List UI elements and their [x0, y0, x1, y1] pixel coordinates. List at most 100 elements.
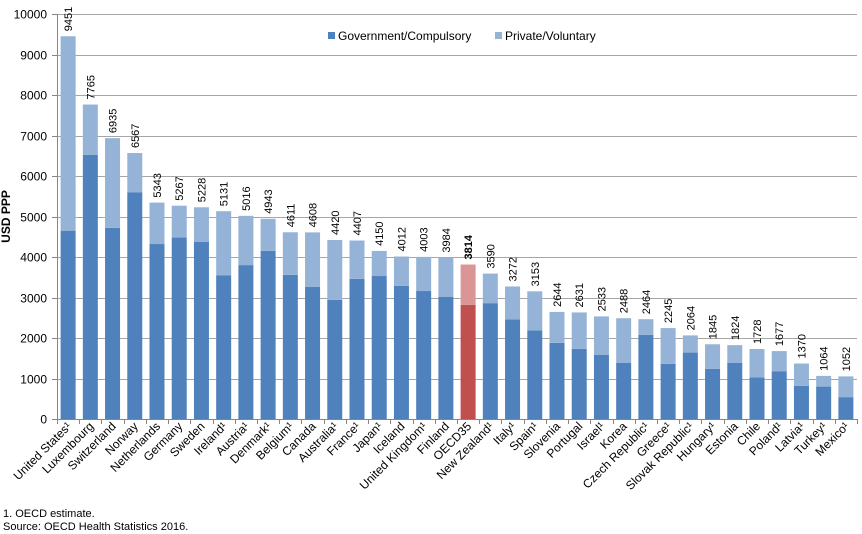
bars — [60, 36, 854, 419]
bar-total-label: 1845 — [708, 315, 720, 339]
footnote-source: Source: OECD Health Statistics 2016. — [3, 521, 189, 533]
bar-total-label: 2631 — [574, 283, 586, 307]
bar-government — [371, 276, 387, 419]
bar-private — [260, 218, 276, 251]
y-tick-label: 4000 — [20, 251, 47, 265]
bar-private — [682, 335, 698, 353]
bar-private — [705, 344, 721, 369]
bar-government — [105, 227, 121, 419]
y-tick-label: 0 — [40, 413, 47, 427]
bar-government — [238, 265, 254, 419]
bar-government — [349, 278, 365, 419]
bar-private — [305, 232, 321, 287]
bar-government — [282, 274, 298, 419]
bar-private — [482, 273, 498, 304]
y-tick-label: 3000 — [20, 292, 47, 306]
bar-total-label: 2533 — [596, 287, 608, 311]
bar-government — [749, 377, 765, 419]
legend: Government/Compulsory Private/Voluntary — [328, 29, 596, 43]
bar-government — [682, 352, 698, 419]
bar-private — [638, 319, 654, 335]
bar-government — [149, 244, 165, 419]
bar-private — [438, 257, 454, 297]
bar-total-label: 3814 — [463, 234, 475, 259]
bar-total-label: 1677 — [774, 322, 786, 346]
bar-private — [771, 351, 787, 372]
y-tick-label: 9000 — [20, 49, 47, 63]
bar-private — [282, 232, 298, 275]
bar-private — [660, 328, 676, 364]
bar-government — [571, 348, 587, 419]
legend-label: Government/Compulsory — [338, 29, 471, 43]
bar-private — [749, 349, 765, 378]
bar-private — [838, 376, 854, 398]
bar-total-label: 2488 — [619, 289, 631, 313]
y-tick-label: 8000 — [20, 89, 47, 103]
bar-private — [549, 311, 565, 343]
bar-private — [60, 36, 76, 231]
bar-private — [416, 256, 432, 292]
bar-total-label: 5016 — [241, 186, 253, 210]
bar-government — [505, 319, 521, 419]
bar-government — [660, 363, 676, 419]
bar-total-label: 2064 — [685, 306, 697, 330]
bar-private — [82, 104, 98, 155]
bar-government — [705, 368, 721, 419]
bar-total-label: 9451 — [63, 7, 75, 31]
bar-government — [127, 192, 143, 419]
bar-total-label: 5228 — [196, 178, 208, 202]
bar-private — [816, 375, 832, 387]
bar-government — [482, 303, 498, 419]
axes — [52, 14, 858, 424]
bar-private — [127, 153, 143, 193]
bar-total-label: 1728 — [752, 320, 764, 344]
bar-private — [793, 363, 809, 386]
bar-private — [349, 240, 365, 279]
bar-total-label: 1370 — [796, 334, 808, 358]
bar-total-label: 4608 — [308, 203, 320, 227]
bar-private — [327, 239, 343, 300]
bar-total-label: 7765 — [85, 75, 97, 99]
bar-private — [238, 215, 254, 266]
y-tick-label: 6000 — [20, 170, 47, 184]
bar-total-label: 4611 — [285, 204, 297, 228]
bar-government — [771, 371, 787, 419]
bar-total-label: 2245 — [663, 299, 675, 323]
bar-total-label: 4420 — [330, 211, 342, 235]
bar-total-label: 4003 — [419, 227, 431, 251]
bar-total-label: 3984 — [441, 228, 453, 252]
bar-government — [216, 275, 232, 419]
footnote-estimate: 1. OECD estimate. — [3, 508, 95, 520]
bar-government — [327, 299, 343, 419]
bar-private — [527, 291, 543, 331]
bar-government — [727, 362, 743, 419]
y-tick-label: 5000 — [20, 211, 47, 225]
bar-total-label: 3153 — [530, 262, 542, 286]
bar-total-label: 5267 — [174, 176, 186, 200]
bar-total-label: 3272 — [508, 257, 520, 281]
y-tick-label: 2000 — [20, 332, 47, 346]
bar-government — [416, 291, 432, 419]
bar-private — [393, 256, 409, 286]
bar-total-label: 1824 — [730, 316, 742, 340]
bar-private — [460, 264, 476, 305]
bar-total-label: 4012 — [396, 227, 408, 251]
bar-government — [193, 242, 209, 419]
gridlines — [57, 14, 857, 380]
bar-total-label: 4407 — [352, 211, 364, 235]
bar-government — [305, 286, 321, 419]
bar-total-label: 1064 — [819, 346, 831, 370]
bar-private — [571, 312, 587, 349]
y-tick-label: 7000 — [20, 130, 47, 144]
bar-total-label: 5343 — [152, 173, 164, 197]
bar-private — [727, 345, 743, 363]
bar-total-label: 6935 — [108, 109, 120, 133]
bar-private — [105, 138, 121, 228]
bar-total-label: 6567 — [130, 124, 142, 148]
bar-government — [82, 154, 98, 419]
bar-private — [149, 202, 165, 245]
bar-total-label: 2644 — [552, 282, 564, 306]
bar-private — [616, 318, 632, 363]
bar-government — [60, 230, 76, 419]
